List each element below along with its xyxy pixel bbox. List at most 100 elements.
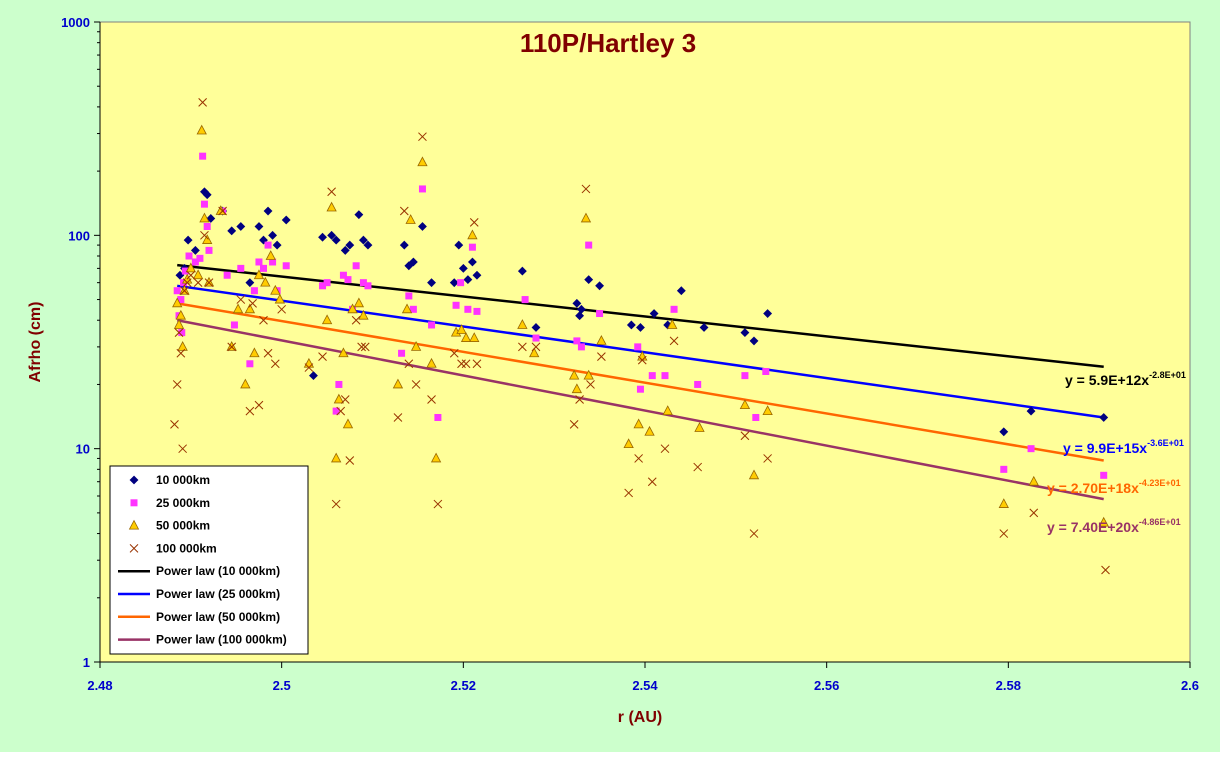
data-point-stroke — [174, 328, 184, 337]
data-point — [323, 279, 331, 287]
data-point-stroke — [693, 462, 703, 472]
data-point-stroke — [236, 295, 246, 304]
data-point — [741, 372, 749, 380]
data-point — [253, 269, 265, 280]
equation-exponent: -2.8E+01 — [1149, 370, 1186, 380]
data-point — [748, 469, 760, 480]
data-point — [418, 185, 426, 193]
data-point — [270, 359, 280, 369]
x-tick-label: 2.52 — [451, 678, 476, 693]
data-point — [1028, 475, 1039, 486]
data-point — [426, 357, 437, 368]
data-point — [399, 206, 409, 216]
data-point — [647, 477, 657, 487]
data-point-stroke — [418, 132, 427, 142]
data-point — [464, 305, 472, 313]
data-point — [575, 311, 585, 321]
data-point — [181, 267, 189, 275]
data-point — [418, 222, 427, 231]
data-point-stroke — [581, 184, 591, 194]
data-point — [517, 319, 528, 329]
data-point — [321, 314, 333, 325]
data-point — [529, 347, 540, 358]
data-point — [649, 309, 659, 318]
data-points — [170, 98, 1110, 575]
data-point — [352, 262, 360, 270]
data-point-stroke — [304, 363, 314, 372]
data-point — [202, 234, 213, 244]
data-point — [694, 380, 702, 388]
data-point — [430, 452, 442, 463]
data-point — [172, 380, 182, 389]
data-point — [226, 341, 237, 351]
data-point — [331, 499, 341, 509]
data-point-stroke — [399, 206, 409, 216]
data-point — [762, 405, 773, 416]
data-point — [206, 214, 216, 223]
data-point — [762, 367, 770, 375]
data-point — [364, 282, 372, 290]
data-point — [351, 315, 361, 325]
equation-base: y = 2.70E+18x — [1047, 480, 1139, 496]
data-point — [185, 262, 196, 273]
data-point — [694, 422, 705, 432]
data-point — [998, 498, 1009, 508]
data-point — [282, 262, 290, 270]
data-point-stroke — [180, 286, 189, 296]
fit-line — [177, 263, 1104, 369]
data-point — [338, 347, 349, 358]
data-point — [202, 190, 212, 200]
data-point — [531, 323, 541, 332]
data-point — [660, 444, 670, 454]
data-point — [636, 323, 645, 332]
equation-exponent: -4.23E+01 — [1139, 478, 1181, 488]
data-point — [198, 98, 207, 107]
data-point — [186, 270, 196, 280]
data-point — [227, 226, 237, 236]
data-point — [333, 393, 345, 404]
data-point — [358, 309, 369, 320]
data-point — [173, 319, 185, 329]
data-point — [1000, 465, 1008, 473]
data-point — [531, 342, 541, 352]
data-point — [468, 243, 476, 251]
data-point — [309, 371, 318, 381]
data-point — [248, 298, 257, 308]
data-point — [203, 223, 211, 231]
data-point — [237, 264, 245, 272]
data-point — [190, 245, 200, 255]
data-point — [318, 232, 327, 242]
data-point — [398, 349, 406, 357]
data-point — [193, 278, 203, 288]
data-point — [637, 355, 647, 365]
data-point — [572, 298, 582, 308]
data-point — [575, 395, 584, 404]
data-point — [469, 218, 479, 227]
data-point — [204, 278, 214, 288]
data-point — [227, 342, 237, 352]
data-point-stroke — [218, 206, 227, 216]
data-point — [670, 305, 678, 313]
data-point — [358, 235, 368, 245]
data-point-stroke — [586, 380, 595, 389]
data-point-stroke — [634, 454, 643, 463]
data-point-stroke — [227, 342, 237, 352]
data-point — [410, 341, 422, 351]
data-point — [467, 229, 478, 240]
data-point — [408, 257, 418, 267]
data-point — [263, 348, 273, 358]
data-point — [633, 418, 644, 429]
data-point — [180, 286, 189, 296]
data-point — [347, 303, 358, 314]
data-point — [357, 342, 366, 352]
data-point — [173, 287, 181, 295]
x-tick-label: 2.58 — [996, 678, 1021, 693]
data-point — [596, 335, 607, 345]
data-point — [327, 230, 337, 240]
data-point — [581, 184, 591, 194]
data-point — [460, 332, 472, 342]
data-point-stroke — [569, 420, 579, 429]
data-point — [676, 286, 686, 296]
data-point-stroke — [318, 352, 327, 361]
